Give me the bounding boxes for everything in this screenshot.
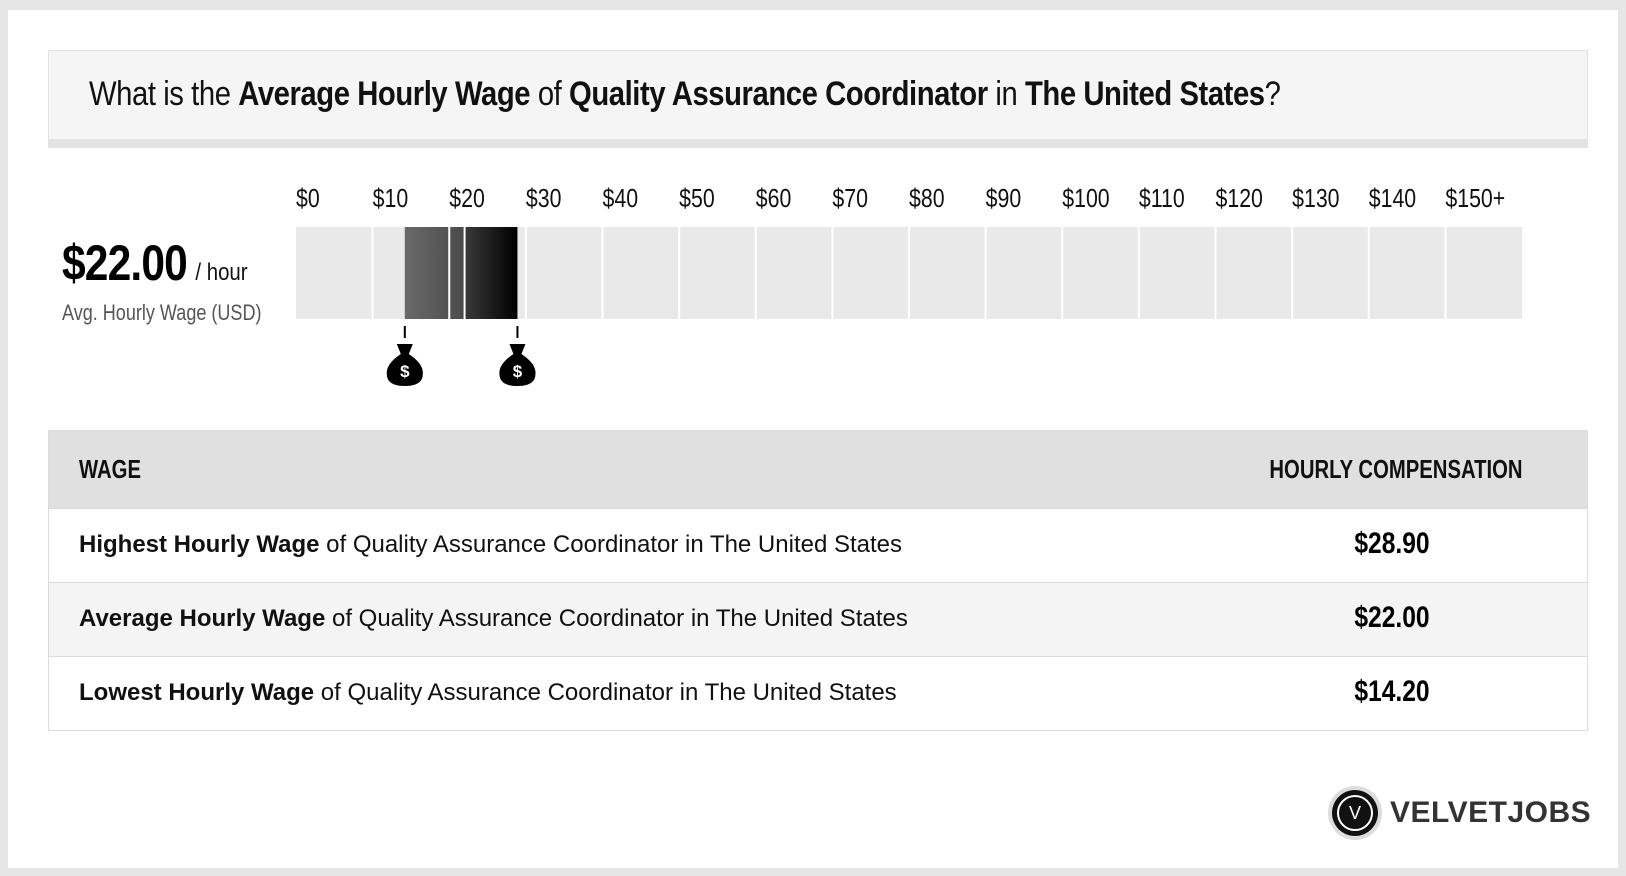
x-tick-label: $100 xyxy=(1062,184,1109,214)
question-underline xyxy=(48,139,1588,148)
x-tick-label: $110 xyxy=(1139,184,1185,214)
average-wage-unit: / hour xyxy=(195,259,248,286)
page-title: What is the Average Hourly Wage of Quali… xyxy=(89,75,1281,113)
x-tick-label: $50 xyxy=(679,184,715,214)
x-tick-label: $130 xyxy=(1292,184,1339,214)
wage-range-chart: $0 $10 $20 $30 $40 $50 $60 $70 $80 $90 $100 $110 $12… xyxy=(296,184,1522,386)
x-tick-label: $140 xyxy=(1369,184,1416,214)
average-wage: $22.00 / hour xyxy=(62,234,248,292)
row-label: Average Hourly Wage of Quality Assurance… xyxy=(79,605,908,632)
title-metric: Average Hourly Wage xyxy=(238,75,531,113)
title-location: The United States xyxy=(1024,75,1265,113)
x-tick-label: $20 xyxy=(449,184,485,214)
x-tick-label: $40 xyxy=(603,184,639,214)
x-tick-label: $90 xyxy=(986,184,1022,214)
table-row-lowest: Lowest Hourly Wage of Quality Assurance … xyxy=(49,656,1587,730)
title-job: Quality Assurance Coordinator xyxy=(569,75,988,113)
header-wage: WAGE xyxy=(79,454,141,484)
row-value: $28.90 xyxy=(1354,527,1430,560)
logo-text: VELVETJOBS xyxy=(1390,796,1592,829)
range-segment-high xyxy=(464,227,518,319)
table-header: WAGE HOURLY COMPENSATION xyxy=(49,430,1587,508)
logo-icon: V xyxy=(1332,790,1378,836)
x-tick-label: $150+ xyxy=(1445,184,1505,214)
x-tick-label: $80 xyxy=(909,184,945,214)
x-tick-label: $60 xyxy=(756,184,792,214)
row-value: $14.20 xyxy=(1354,675,1430,708)
x-tick-label: $120 xyxy=(1216,184,1263,214)
dollar-sign-icon: $ xyxy=(513,362,523,381)
velvetjobs-logo: V VELVETJOBS xyxy=(1332,788,1591,838)
table-row-average: Average Hourly Wage of Quality Assurance… xyxy=(49,582,1587,656)
question-box: What is the Average Hourly Wage of Quali… xyxy=(48,50,1588,139)
row-label: Lowest Hourly Wage of Quality Assurance … xyxy=(79,679,897,706)
dollar-sign-icon: $ xyxy=(400,362,410,381)
average-wage-value: $22.00 xyxy=(62,235,188,291)
x-tick-label: $0 xyxy=(296,184,320,214)
wage-table: WAGE HOURLY COMPENSATION Highest Hourly … xyxy=(48,430,1588,731)
average-wage-label: Avg. Hourly Wage (USD) xyxy=(62,300,262,325)
x-tick-label: $70 xyxy=(832,184,868,214)
row-label: Highest Hourly Wage of Quality Assurance… xyxy=(79,531,903,558)
money-bag-icon-low xyxy=(386,344,423,386)
x-tick-label: $30 xyxy=(526,184,562,214)
table-row-highest: Highest Hourly Wage of Quality Assurance… xyxy=(49,508,1587,582)
range-segment-low xyxy=(404,227,465,319)
money-bag-icon-high xyxy=(499,344,536,386)
header-hourly-compensation: HOURLY COMPENSATION xyxy=(1269,454,1523,484)
infographic-card: What is the Average Hourly Wage of Quali… xyxy=(8,10,1618,868)
row-value: $22.00 xyxy=(1354,601,1430,634)
x-tick-label: $10 xyxy=(373,184,409,214)
